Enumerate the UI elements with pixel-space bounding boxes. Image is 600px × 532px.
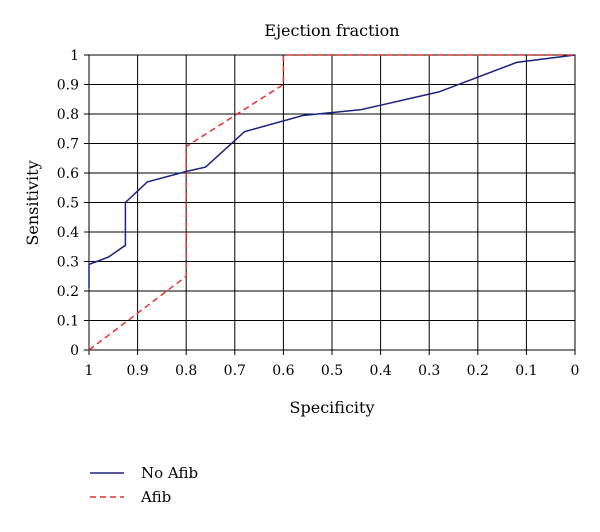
x-tick-label: 0.1 — [515, 363, 537, 379]
x-tick-label: 0.7 — [224, 363, 246, 379]
x-tick-label: 1 — [85, 363, 94, 379]
legend-label-afib: Afib — [140, 488, 171, 506]
legend: No Afib Afib — [90, 464, 198, 506]
y-tick-label: 1 — [70, 48, 79, 64]
y-tick-label: 0.3 — [57, 255, 79, 271]
y-tick-label: 0.5 — [57, 196, 79, 212]
series-line-no-afib — [88, 54, 576, 289]
x-tick-labels: 1 0.9 0.8 0.7 0.6 0.5 0.4 0.3 0.2 0.1 0 — [85, 363, 580, 379]
x-tick-label: 0.6 — [272, 363, 294, 379]
x-tick-label: 0.3 — [418, 363, 440, 379]
y-tick-label: 0.1 — [57, 314, 79, 330]
y-tick-label: 0.8 — [57, 107, 79, 123]
chart-title: Ejection fraction — [264, 21, 399, 40]
y-tick-label: 0.6 — [57, 166, 79, 182]
series-line-afib — [88, 54, 575, 351]
y-tick-label: 0.7 — [57, 137, 79, 153]
y-tick-label: 0.9 — [57, 78, 79, 94]
x-tick-label: 0.5 — [321, 363, 343, 379]
y-tick-label: 0 — [70, 343, 79, 359]
x-tick-label: 0.9 — [126, 363, 148, 379]
x-tick-label: 0.2 — [467, 363, 489, 379]
x-axis-title: Specificity — [290, 398, 375, 417]
x-tick-label: 0 — [571, 363, 580, 379]
legend-label-no-afib: No Afib — [141, 464, 198, 482]
y-axis-title: Sensitivity — [23, 160, 42, 245]
y-tick-label: 0.2 — [57, 284, 79, 300]
x-tick-label: 0.4 — [369, 363, 391, 379]
grid — [84, 54, 576, 355]
y-tick-labels: 0 0.1 0.2 0.3 0.4 0.5 0.6 0.7 0.8 0.9 1 — [57, 48, 79, 359]
y-tick-label: 0.4 — [57, 225, 79, 241]
series-layer — [88, 54, 576, 351]
x-tick-label: 0.8 — [175, 363, 197, 379]
